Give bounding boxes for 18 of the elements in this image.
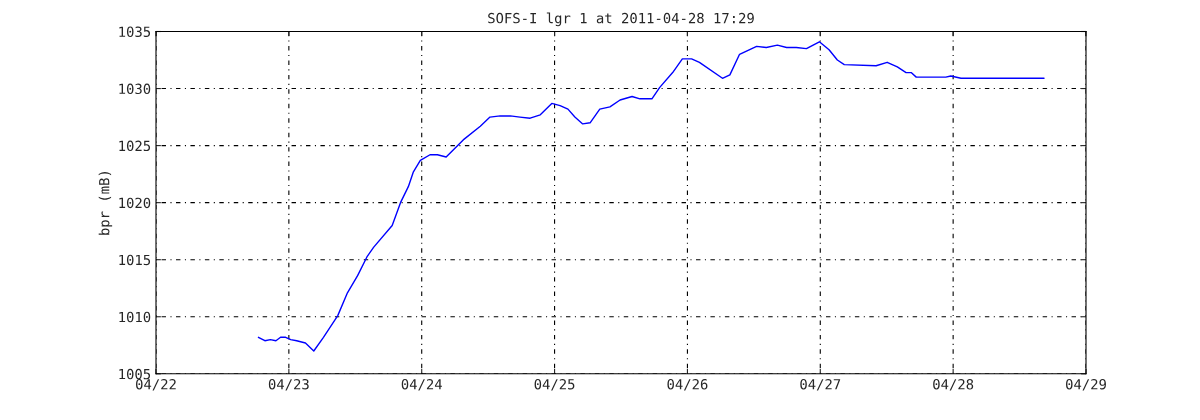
y-tick-label: 1010 bbox=[119, 311, 151, 323]
y-tick-label: 1035 bbox=[119, 26, 151, 38]
y-tick-label: 1015 bbox=[119, 254, 151, 266]
x-tick-label: 04/26 bbox=[667, 378, 708, 391]
x-tick-label: 04/27 bbox=[800, 378, 841, 391]
x-tick-label: 04/23 bbox=[268, 378, 309, 391]
x-tick-label: 04/25 bbox=[534, 378, 575, 391]
x-tick-label: 04/24 bbox=[401, 378, 442, 391]
y-tick-label: 1005 bbox=[119, 368, 151, 380]
y-tick-label: 1030 bbox=[119, 83, 151, 95]
y-tick-label: 1020 bbox=[119, 197, 151, 209]
chart-title: SOFS-I lgr 1 at 2011-04-28 17:29 bbox=[488, 12, 754, 27]
x-tick-label: 04/29 bbox=[1066, 378, 1106, 391]
x-tick-label: 04/22 bbox=[136, 378, 176, 391]
y-tick-label: 1025 bbox=[119, 140, 151, 152]
line-series bbox=[257, 41, 1045, 352]
x-tick-label: 04/28 bbox=[933, 378, 974, 391]
y-axis-title: bpr (mB) bbox=[98, 172, 113, 235]
